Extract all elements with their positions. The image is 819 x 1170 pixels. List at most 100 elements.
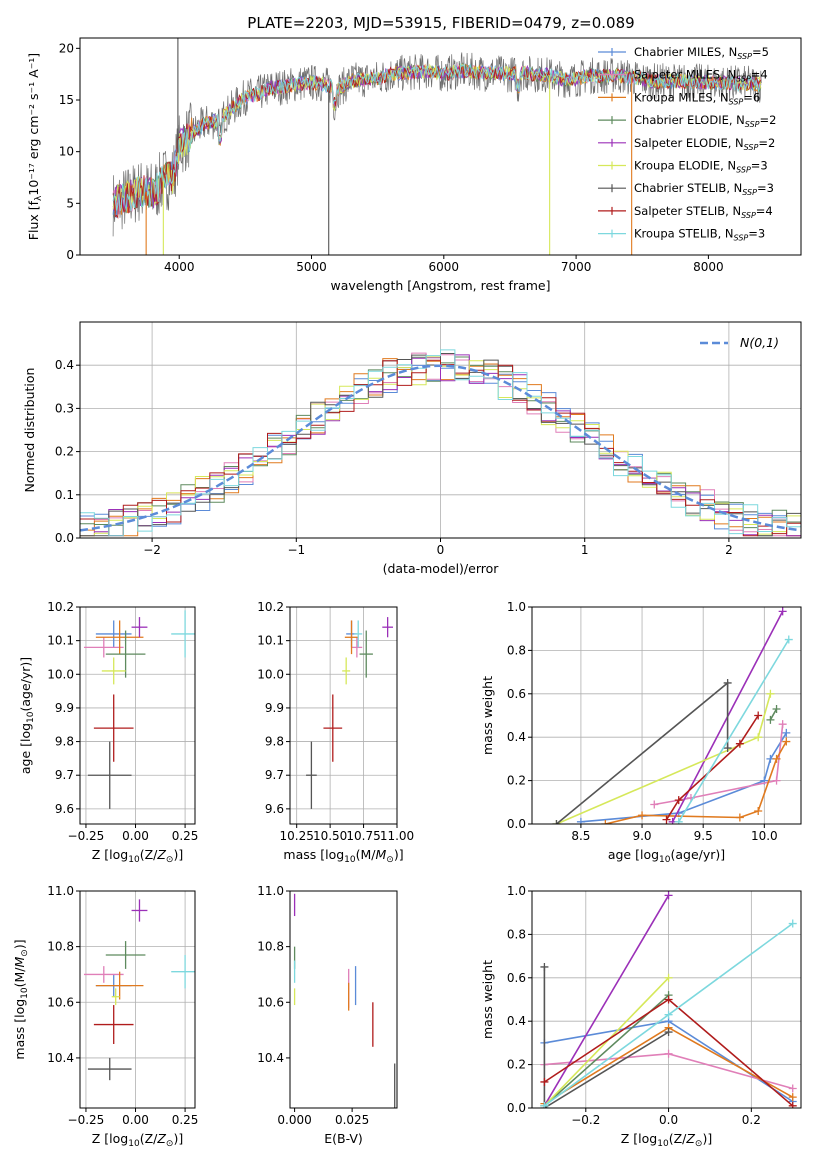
errorbar-chabrier-stelib [87,741,132,809]
x-tick-label: 7000 [561,260,592,274]
marker [778,720,787,729]
y-tick-label: 9.6 [55,802,74,816]
x-tick-label: 0.00 [122,1113,149,1127]
plot-area [306,617,393,809]
axes-frame [289,890,398,1109]
y-tick-label: 1.0 [507,600,526,614]
errorbar-kroupa-miles [95,620,144,655]
panel-massweight-vs-age: 8.5 9.0 9.5 10.0 0.0 0.2 0.4 0.6 0.8 1.0 age [log1… [480,600,802,865]
errorbar-chabrier-elodie [105,630,146,678]
marker [772,776,781,785]
y-tick-label: 9.7 [265,768,284,782]
errorbar-kroupa-stelib [354,620,363,648]
marker [723,678,732,687]
legend-label: Chabrier MILES, NSSP=5 [634,45,769,61]
errorbar-kroupa-elodie [101,657,126,685]
marker [664,995,673,1004]
x-tick-label: −0.25 [68,829,105,843]
errorbar-salpeter-elodie [131,617,148,638]
y-tick-label: 0 [66,248,74,262]
x-tick-label: −1 [287,543,305,557]
line-kroupa-elodie [543,977,670,1107]
y-tick-label: 0.4 [55,358,74,372]
histogram-kroupa-stelib [80,349,801,537]
marker [772,754,781,763]
y-tick-label: 10.4 [47,1051,74,1065]
marker [788,1084,797,1093]
y-tick-label: 0.8 [507,643,526,657]
legend-label: N(0,1) [740,335,779,350]
y-tick-label: 10.8 [257,940,284,954]
y-tick-label: 10.4 [257,1051,284,1065]
x-tick-label: 9.5 [694,829,713,843]
marker [540,1077,549,1086]
y-tick-label: 0.2 [507,1058,526,1072]
y-tick-label: 0.6 [507,971,526,985]
x-tick-label: −0.2 [571,1113,600,1127]
legend-label: Kroupa ELODIE, NSSP=3 [634,159,768,175]
panel-residuals: −2 −1 0 1 2 0.0 0.1 0.2 0.3 0.4 (data-model)/error… [22,321,802,576]
marker [674,796,683,805]
y-tick-label: 10.1 [257,634,284,648]
axes-frame [79,890,196,1109]
axes-frame [79,606,196,825]
errorbar-chabrier-elodie [105,941,146,969]
errorbar-salpeter-miles [83,966,124,983]
errorbar-kroupa-miles [95,971,144,1000]
marker [674,817,683,824]
y-tick-label: 10.8 [47,940,74,954]
legend-label: Salpeter MILES, NSSP=4 [634,68,768,84]
errorbar-salpeter-elodie [382,617,393,638]
marker [788,1093,797,1102]
errorbar-kroupa-elodie [342,657,351,685]
x-axis-label: mass [log10(M/M⊙)] [283,847,403,865]
y-tick-label: 11.0 [257,884,284,898]
marker [662,815,671,824]
marker [735,813,744,822]
axes-frame [289,606,398,825]
x-tick-label: −0.25 [68,1113,105,1127]
panel-mass-vs-ebv: 0.000 0.025 10.4 10.6 10.8 11.0 E(B-V) [257,884,398,1146]
marker [664,1049,673,1058]
marker [754,711,763,720]
y-tick-label: 9.9 [55,701,74,715]
errorbar-kroupa-elodie [111,988,120,1006]
x-tick-label: 10.75 [346,829,380,843]
y-tick-label: 9.6 [265,802,284,816]
marker [664,973,673,982]
line-kroupa-elodie [556,693,772,824]
plot-area [83,610,195,809]
marker [782,737,791,746]
y-tick-label: 0.3 [55,401,74,415]
y-tick-label: 0.0 [55,531,74,545]
axes-frame [531,606,802,825]
errorbar-salpeter-miles [83,637,124,658]
x-axis-label: Z [log10(Z/Z⊙)] [92,1131,183,1149]
y-tick-label: 10 [59,145,74,159]
legend: N(0,1) [700,335,779,350]
y-tick-label: 10.6 [47,995,74,1009]
y-tick-label: 5 [66,196,74,210]
y-tick-label: 0.0 [507,817,526,831]
y-axis-label: age [log10(age/yr)] [18,657,36,774]
spectrum-kroupa-stelib [112,62,761,212]
x-tick-label: 1 [581,543,589,557]
errorbar-salpeter-miles [351,637,363,658]
x-tick-label: 5000 [296,260,327,274]
y-tick-label: 0.4 [507,1014,526,1028]
errorbar-chabrier-elodie [359,630,373,678]
errorbar-salpeter-stelib [93,694,134,762]
figure-title: PLATE=2203, MJD=53915, FIBERID=0479, z=0… [247,14,634,32]
panel-mass-vs-Z: −0.25 0.00 0.25 10.4 10.6 10.8 11.0 Z [log10(Z/… [12,884,198,1149]
x-tick-label: 9.0 [632,829,651,843]
y-tick-label: 10.6 [257,995,284,1009]
x-axis-label: age [log10(age/yr)] [608,847,725,865]
plot-area [83,899,195,1081]
x-tick-label: 0.2 [742,1113,761,1127]
y-tick-label: 9.8 [265,735,284,749]
marker [788,1101,797,1108]
errorbar-salpeter-elodie [131,899,148,922]
marker [552,820,561,824]
y-tick-label: 10.0 [47,667,74,681]
